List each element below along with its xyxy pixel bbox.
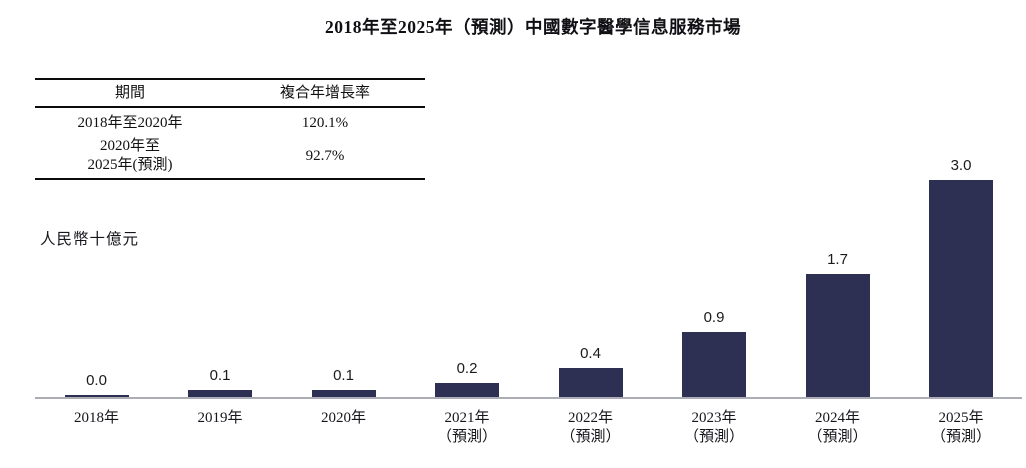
x-axis-label: 2021年 （預測） — [436, 410, 497, 445]
cagr-table-header-row: 期間 複合年增長率 — [35, 80, 425, 108]
x-axis-label: 2020年 — [320, 410, 366, 426]
bar-2023 — [682, 331, 746, 397]
x-axis-line — [35, 397, 1022, 399]
cagr-period-value: 2020年至 2025年(預測) — [87, 138, 173, 173]
bar-2018 — [64, 394, 129, 397]
bar-2025 — [929, 180, 993, 397]
bar-2019 — [188, 389, 252, 397]
cagr-table: 期間 複合年增長率 2018年至2020年 120.1% 2020年至 2025… — [35, 78, 425, 180]
bar-2021 — [435, 382, 499, 397]
bar-value-label: 0.0 — [86, 371, 107, 389]
bar-value-label: 0.1 — [333, 366, 354, 384]
bar-value-label: 0.4 — [580, 345, 601, 363]
chart-title: 2018年至2025年（預測）中國數字醫學信息服務市場 — [325, 17, 741, 37]
bar-2020 — [311, 389, 376, 397]
bar-value-label: 3.0 — [950, 157, 972, 175]
cagr-rate-value: 92.7% — [305, 147, 345, 164]
cagr-table-header-cagr: 複合年增長率 — [279, 84, 370, 101]
cagr-table-row: 2020年至 2025年(預測) 92.7% — [35, 137, 425, 175]
bar-value-label: 0.1 — [209, 366, 231, 384]
x-axis-label: 2022年 （預測） — [560, 410, 621, 445]
x-axis-label: 2019年 — [197, 410, 243, 426]
cagr-period-value: 2018年至2020年 — [77, 115, 183, 131]
bar-2024 — [805, 274, 870, 397]
bar-value-label: 0.9 — [703, 308, 725, 326]
x-axis-label: 2024年 （預測） — [807, 410, 868, 445]
y-axis-unit-label: 人民幣十億元 — [40, 231, 140, 248]
cagr-rate-value: 120.1% — [301, 115, 349, 131]
bar-value-label: 1.7 — [827, 251, 848, 269]
x-axis-label: 2023年 （預測） — [683, 410, 744, 445]
x-axis-label: 2018年 — [73, 410, 119, 426]
x-axis-label: 2025年 （預測） — [930, 410, 991, 445]
cagr-table-row: 2018年至2020年 120.1% — [35, 110, 425, 137]
bar-value-label: 0.2 — [456, 359, 478, 377]
cagr-table-header-period: 期間 — [114, 84, 145, 101]
bar-2022 — [558, 368, 623, 397]
